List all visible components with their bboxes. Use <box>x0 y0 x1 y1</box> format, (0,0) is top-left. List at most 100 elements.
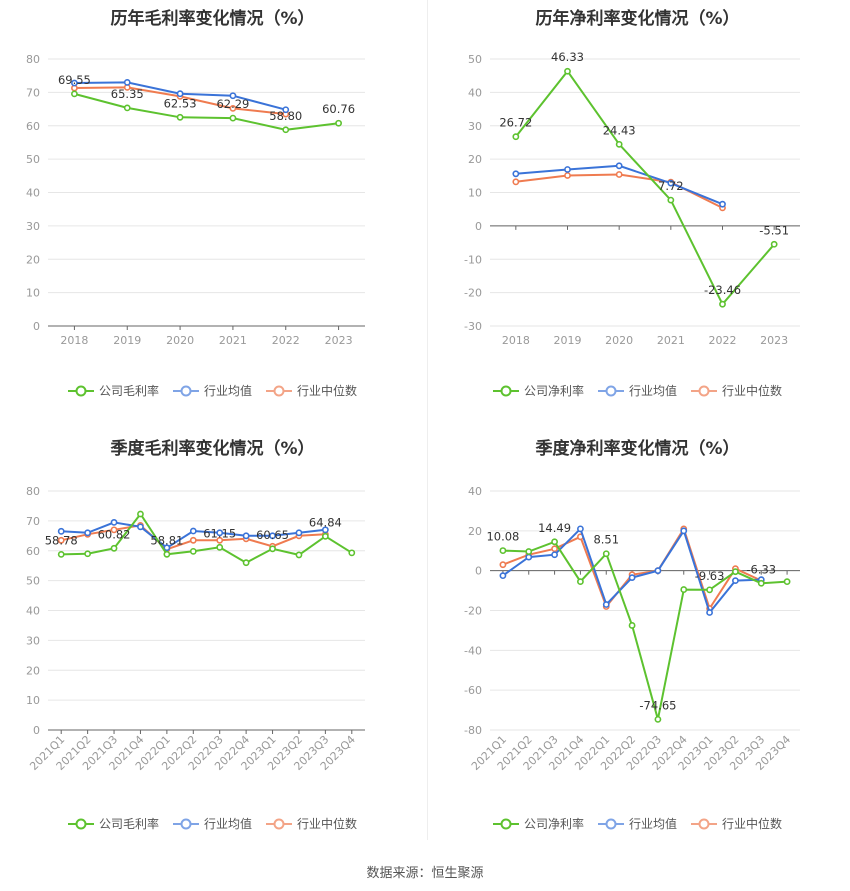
data-point <box>783 578 791 586</box>
legend-marker-icon <box>492 385 519 396</box>
chart-legend: 公司毛利率 行业均值 行业中位数 <box>0 815 425 832</box>
annual-net-margin-panel: 历年净利率变化情况（%） -30 -20 -10 0 10 20 30 40 50 2018 201… <box>425 0 850 430</box>
data-point <box>615 140 623 148</box>
legend-item-company[interactable]: 公司净利率 <box>492 815 584 832</box>
legend-marker-icon <box>597 385 624 396</box>
legend-item-industry-mean[interactable]: 行业均值 <box>597 382 677 399</box>
data-point <box>137 523 144 531</box>
data-point <box>551 551 558 559</box>
data-point <box>499 561 507 569</box>
legend-item-industry-median[interactable]: 行业中位数 <box>691 815 782 832</box>
legend-label: 行业中位数 <box>722 817 783 831</box>
y-tick-label: 50 <box>26 575 40 588</box>
y-tick-label: -10 <box>464 253 482 266</box>
y-tick-label: 20 <box>26 253 40 266</box>
data-label: 60.82 <box>98 527 131 541</box>
data-point <box>229 104 237 112</box>
series-line <box>515 69 775 306</box>
legend-item-company[interactable]: 公司毛利率 <box>67 815 159 832</box>
legend-item-industry-median[interactable]: 行业中位数 <box>266 815 357 832</box>
chart-title: 季度毛利率变化情况（%） <box>110 439 315 459</box>
y-tick-label: 80 <box>26 485 40 498</box>
data-point <box>110 544 118 552</box>
data-point <box>719 300 726 308</box>
legend-marker-icon <box>492 818 519 829</box>
data-point <box>321 526 329 534</box>
quarterly-net-margin-panel: 季度净利率变化情况（%） -80 -60 -40 -20 0 20 40 2021Q1 2021… <box>425 430 850 860</box>
data-point <box>770 240 778 248</box>
data-point <box>176 113 184 121</box>
legend-item-industry-median[interactable]: 行业中位数 <box>691 382 782 399</box>
data-label: 64.84 <box>309 515 342 529</box>
x-tick-label: 2023 <box>760 334 788 347</box>
y-tick-label: 80 <box>26 53 40 66</box>
data-label: -23.46 <box>704 283 741 297</box>
legend-item-industry-mean[interactable]: 行业均值 <box>597 815 677 832</box>
legend-item-company[interactable]: 公司净利率 <box>492 382 584 399</box>
data-label: 46.33 <box>551 50 584 64</box>
legend-item-industry-mean[interactable]: 行业均值 <box>172 815 252 832</box>
chart-legend: 公司毛利率 行业均值 行业中位数 <box>0 382 425 399</box>
panel-divider <box>427 0 428 840</box>
y-tick-label: 40 <box>26 187 40 200</box>
legend-item-industry-median[interactable]: 行业中位数 <box>266 382 357 399</box>
data-point <box>282 126 290 134</box>
legend-marker-icon <box>691 818 717 829</box>
annual-gross-margin-panel: 历年毛利率变化情况（%） 0 10 20 30 40 50 60 70 80 2018 2019 20… <box>0 0 425 430</box>
data-point <box>732 568 739 576</box>
data-point <box>706 586 713 594</box>
x-tick-label: 2019 <box>113 334 141 347</box>
data-point <box>84 529 92 537</box>
data-label: 60.65 <box>256 528 289 542</box>
legend-marker-icon <box>266 385 292 396</box>
data-point <box>525 553 533 561</box>
annual-net-margin-chart: -30 -20 -10 0 10 20 30 40 50 2018 2019 2020 2021 2022… <box>464 50 800 347</box>
data-point <box>282 106 290 114</box>
data-point <box>163 544 171 552</box>
data-label: -74.65 <box>639 698 676 712</box>
data-point <box>667 196 675 204</box>
data-label: 58.81 <box>150 533 183 547</box>
legend-item-company[interactable]: 公司毛利率 <box>67 382 159 399</box>
data-point <box>732 577 739 585</box>
y-tick-label: 40 <box>26 605 40 618</box>
data-point <box>71 79 78 87</box>
data-point <box>628 622 636 629</box>
data-point <box>564 166 571 173</box>
legend-marker-icon <box>597 818 624 829</box>
data-point <box>57 536 65 544</box>
quarterly-gross-margin-chart: 010203040506070802021Q12021Q22021Q32021Q… <box>26 485 365 773</box>
y-tick-label: 20 <box>468 153 482 166</box>
data-point <box>512 170 520 178</box>
data-point <box>499 572 507 580</box>
data-point <box>564 67 571 75</box>
data-point <box>348 549 356 557</box>
y-tick-label: -30 <box>464 320 482 333</box>
y-tick-label: 50 <box>468 53 482 66</box>
series-line <box>61 512 353 564</box>
y-tick-label: -80 <box>464 724 482 737</box>
data-point <box>757 579 765 587</box>
data-label: 24.43 <box>603 123 636 137</box>
data-point <box>216 536 224 544</box>
data-label: 69.55 <box>58 73 91 87</box>
data-label: 8.51 <box>593 533 619 547</box>
legend-label: 行业均值 <box>203 817 252 831</box>
y-tick-label: 70 <box>26 515 40 528</box>
y-tick-label: 70 <box>26 86 40 99</box>
x-tick-label: 2022 <box>709 334 737 347</box>
legend-item-industry-mean[interactable]: 行业均值 <box>172 382 252 399</box>
data-point <box>71 90 78 98</box>
data-point <box>269 545 276 553</box>
legend-marker-icon <box>172 818 199 829</box>
chart-legend: 公司净利率 行业均值 行业中位数 <box>425 815 850 832</box>
y-tick-label: 30 <box>468 120 482 133</box>
data-label: 14.49 <box>538 521 571 535</box>
data-point <box>680 586 688 593</box>
data-label: 61.15 <box>203 526 236 540</box>
x-tick-label: 2021 <box>657 334 685 347</box>
annual-gross-margin-chart: 0 10 20 30 40 50 60 70 80 2018 2019 2020 2021 2022 202… <box>26 53 365 347</box>
data-label: 62.53 <box>164 96 197 110</box>
data-point <box>615 171 623 178</box>
legend-label: 行业中位数 <box>297 817 358 831</box>
